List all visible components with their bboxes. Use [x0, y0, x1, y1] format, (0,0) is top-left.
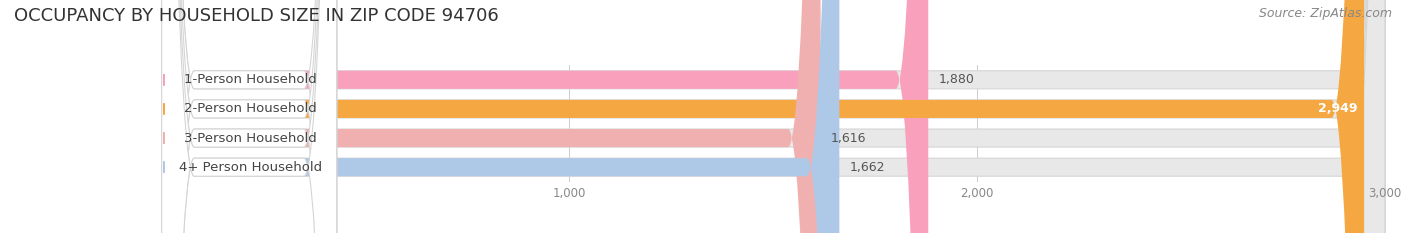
Text: 3-Person Household: 3-Person Household	[184, 132, 316, 144]
FancyBboxPatch shape	[162, 0, 1385, 233]
FancyBboxPatch shape	[162, 0, 1385, 233]
Text: 1,616: 1,616	[831, 132, 866, 144]
Text: Source: ZipAtlas.com: Source: ZipAtlas.com	[1258, 7, 1392, 20]
Text: 4+ Person Household: 4+ Person Household	[179, 161, 322, 174]
Text: 2,949: 2,949	[1319, 103, 1358, 115]
Text: OCCUPANCY BY HOUSEHOLD SIZE IN ZIP CODE 94706: OCCUPANCY BY HOUSEHOLD SIZE IN ZIP CODE …	[14, 7, 499, 25]
FancyBboxPatch shape	[162, 0, 336, 233]
FancyBboxPatch shape	[162, 0, 1385, 233]
FancyBboxPatch shape	[162, 0, 336, 233]
Text: 2-Person Household: 2-Person Household	[184, 103, 316, 115]
FancyBboxPatch shape	[162, 0, 1364, 233]
Text: 1-Person Household: 1-Person Household	[184, 73, 316, 86]
FancyBboxPatch shape	[162, 0, 839, 233]
FancyBboxPatch shape	[162, 0, 928, 233]
FancyBboxPatch shape	[162, 0, 336, 233]
FancyBboxPatch shape	[162, 0, 1385, 233]
FancyBboxPatch shape	[162, 0, 336, 233]
Text: 1,662: 1,662	[849, 161, 884, 174]
Text: 1,880: 1,880	[938, 73, 974, 86]
FancyBboxPatch shape	[162, 0, 821, 233]
